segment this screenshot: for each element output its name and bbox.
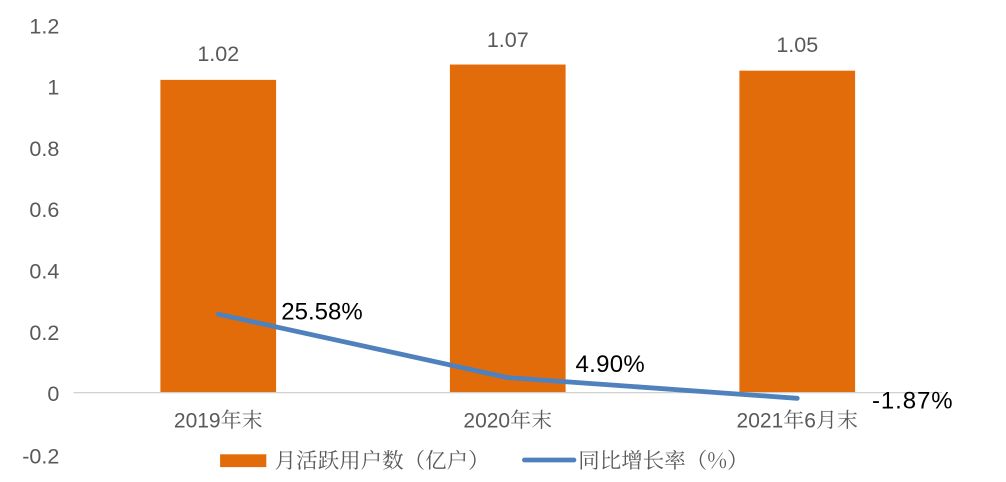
svg-text:2021: 2021: [737, 409, 784, 432]
svg-text:6: 6: [804, 409, 816, 432]
svg-text:0.2: 0.2: [29, 321, 59, 345]
svg-text:1.2: 1.2: [29, 14, 59, 38]
svg-text:0.6: 0.6: [29, 198, 59, 222]
svg-text:-0.2: -0.2: [22, 445, 59, 469]
svg-text:1.02: 1.02: [197, 42, 239, 66]
svg-text:0.4: 0.4: [29, 260, 59, 284]
svg-text:0.8: 0.8: [29, 137, 59, 161]
svg-text:4.90%: 4.90%: [576, 351, 646, 378]
svg-text:2019: 2019: [174, 409, 221, 432]
svg-text:2020: 2020: [463, 409, 510, 432]
svg-text:-1.87%: -1.87%: [872, 387, 953, 414]
svg-text:0: 0: [47, 382, 59, 406]
svg-text:25.58%: 25.58%: [281, 298, 362, 325]
svg-text:1.05: 1.05: [776, 33, 818, 57]
svg-text:1: 1: [47, 76, 59, 100]
svg-text:1.07: 1.07: [487, 28, 529, 52]
